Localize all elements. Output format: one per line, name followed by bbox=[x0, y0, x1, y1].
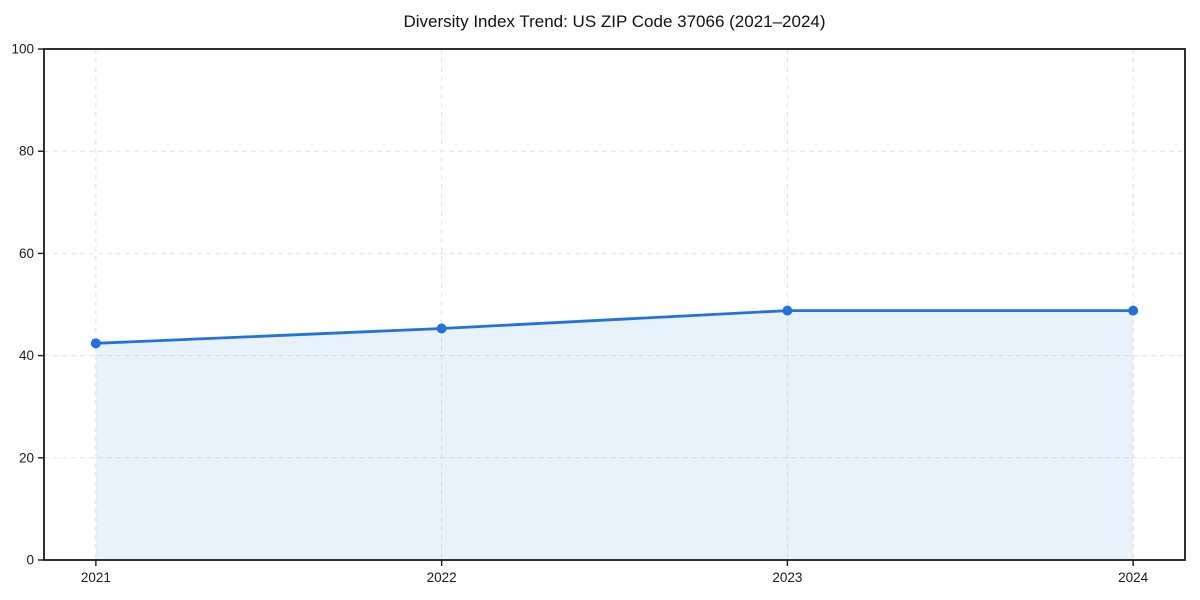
y-tick-label-100: 100 bbox=[11, 42, 34, 57]
area-fill bbox=[95, 310, 1134, 560]
y-tick-label-80: 80 bbox=[19, 144, 34, 159]
trend-line bbox=[95, 309, 1134, 345]
data-point-2021 bbox=[90, 338, 101, 349]
y-tick-label-40: 40 bbox=[19, 348, 34, 363]
data-point-2022 bbox=[436, 323, 447, 334]
chart-title: Diversity Index Trend: US ZIP Code 37066… bbox=[403, 12, 826, 31]
y-tick-label-60: 60 bbox=[19, 246, 34, 261]
x-tick-label-2023: 2023 bbox=[772, 570, 802, 585]
plot-frame bbox=[43, 48, 1186, 561]
x-tick-label-2021: 2021 bbox=[81, 570, 111, 585]
y-tick-label-20: 20 bbox=[19, 450, 34, 465]
x-tick-label-2024: 2024 bbox=[1118, 570, 1149, 585]
x-tick-label-2022: 2022 bbox=[427, 570, 457, 585]
data-point-2023 bbox=[782, 305, 793, 316]
data-point-2024 bbox=[1128, 305, 1139, 316]
y-tick-label-0: 0 bbox=[26, 553, 34, 568]
